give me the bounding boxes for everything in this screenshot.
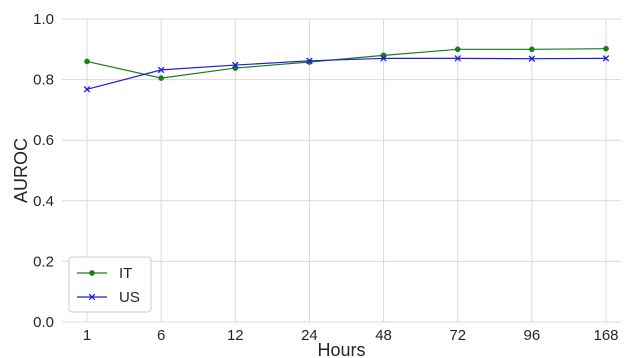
legend: IT US (68, 256, 152, 313)
legend-box (68, 256, 152, 313)
x-tick-label: 24 (301, 327, 318, 344)
data-point-it (84, 58, 90, 65)
y-tick-label: 0.6 (33, 132, 54, 149)
series-line-us (86, 57, 607, 90)
legend-label-us: US (119, 289, 140, 306)
data-point-us (232, 61, 239, 69)
data-point-us (528, 55, 536, 62)
series-line-it (86, 48, 607, 79)
data-point-it (454, 46, 461, 53)
y-tick-label: 0.0 (33, 314, 54, 331)
legend-label-it: IT (119, 265, 132, 282)
data-point-us (380, 55, 387, 62)
data-point-us (306, 57, 313, 65)
data-point-it (603, 45, 609, 52)
series-layer (83, 45, 610, 93)
x-tick-label: 6 (157, 327, 165, 344)
data-point-us (83, 86, 91, 93)
x-axis-ticks: 1 6 12 24 48 72 96 168 (83, 327, 619, 344)
x-tick-label: 72 (449, 327, 466, 344)
legend-marker-us (88, 293, 96, 301)
x-tick-label: 96 (524, 327, 541, 344)
data-point-us (602, 55, 610, 62)
y-tick-label: 0.2 (33, 253, 54, 270)
y-tick-label: 0.4 (33, 193, 54, 210)
data-point-it (529, 46, 535, 53)
y-axis-ticks: 0.0 0.2 0.4 0.6 0.8 1.0 (33, 11, 54, 331)
y-tick-label: 1.0 (33, 11, 54, 28)
plot-area (62, 19, 621, 322)
data-point-us (157, 66, 165, 74)
x-tick-label: 48 (375, 327, 392, 344)
y-tick-label: 0.8 (33, 72, 54, 89)
data-point-us (454, 55, 461, 62)
x-tick-label: 12 (227, 327, 244, 344)
data-point-it (158, 75, 164, 81)
x-tick-label: 168 (593, 327, 618, 344)
x-axis-title: Hours (317, 340, 365, 358)
legend-marker-it (89, 270, 95, 276)
x-tick-label: 1 (83, 327, 91, 344)
y-axis-title: AUROC (11, 138, 31, 203)
